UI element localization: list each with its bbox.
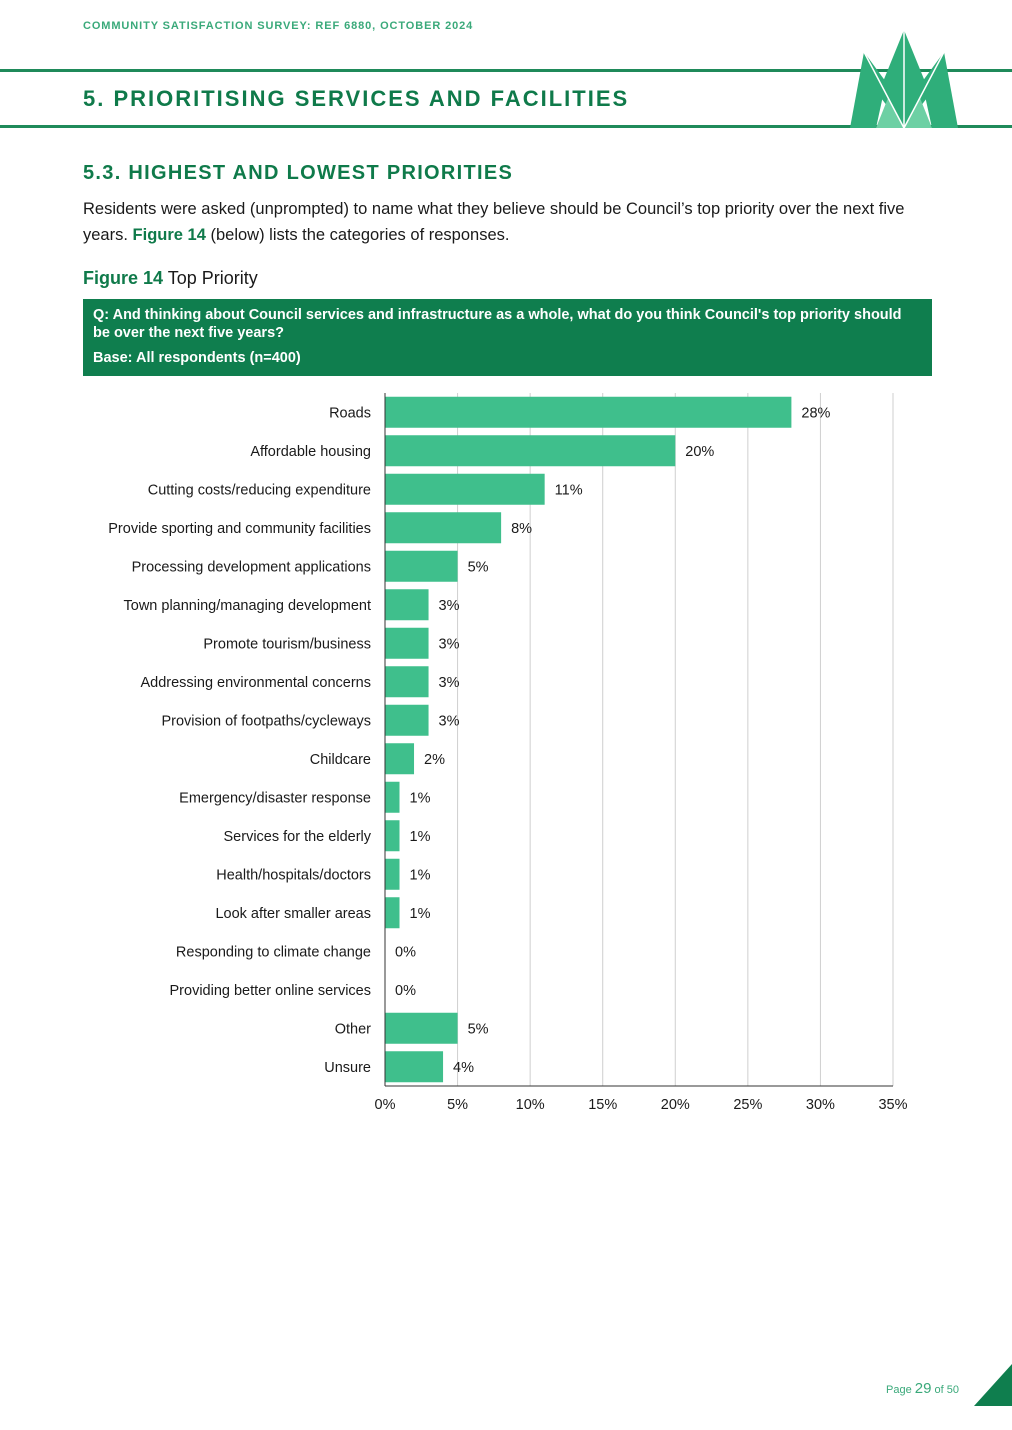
page-number: Page 29 of 50 — [886, 1380, 959, 1397]
category-label: Provision of footpaths/cycleways — [161, 713, 371, 729]
figure-label: Figure 14 — [83, 268, 164, 288]
bar — [385, 781, 400, 813]
category-label: Affordable housing — [250, 444, 371, 460]
category-label: Promote tourism/business — [203, 636, 371, 652]
value-label: 0% — [395, 944, 416, 960]
bar — [385, 666, 429, 698]
category-label: Roads — [329, 405, 371, 421]
value-label: 11% — [555, 482, 583, 498]
intro-text-1: Residents were asked (unprompted) to nam… — [83, 200, 905, 244]
x-tick-label: 15% — [588, 1097, 617, 1113]
x-tick-label: 20% — [661, 1097, 690, 1113]
x-tick-label: 5% — [447, 1097, 468, 1113]
category-label: Unsure — [324, 1060, 371, 1076]
bar — [385, 743, 415, 775]
category-label: Processing development applications — [132, 559, 371, 575]
category-label: Town planning/managing development — [124, 598, 371, 614]
category-label: Services for the elderly — [224, 829, 372, 845]
figure-caption: Figure 14 Top Priority — [83, 268, 258, 289]
value-label: 20% — [685, 444, 714, 460]
intro-text-2: (below) lists the categories of response… — [205, 226, 510, 244]
bar — [385, 704, 429, 736]
value-label: 8% — [511, 521, 532, 537]
value-label: 5% — [468, 559, 489, 575]
corner-triangle-icon — [974, 1364, 1012, 1406]
bar — [385, 396, 792, 428]
x-tick-label: 10% — [516, 1097, 545, 1113]
x-tick-label: 25% — [733, 1097, 762, 1113]
category-label: Providing better online services — [170, 983, 372, 999]
x-tick-label: 35% — [878, 1097, 907, 1113]
intro-paragraph: Residents were asked (unprompted) to nam… — [83, 196, 933, 248]
value-label: 4% — [453, 1060, 474, 1076]
leaf-logo-icon — [850, 30, 958, 129]
base-text: Base: All respondents (n=400) — [93, 350, 301, 366]
category-label: Other — [335, 1021, 371, 1037]
value-label: 1% — [410, 790, 431, 806]
page-current: 29 — [914, 1380, 932, 1397]
page-total: of 50 — [931, 1384, 959, 1396]
category-label: Health/hospitals/doctors — [216, 867, 371, 883]
question-box: Q: And thinking about Council services a… — [83, 299, 932, 376]
top-priority-bar-chart: Roads 28% Affordable housing 20% Cutting cos… — [108, 393, 908, 1113]
bar — [385, 858, 400, 890]
category-label: Addressing environmental concerns — [140, 675, 371, 691]
category-label: Emergency/disaster response — [179, 790, 371, 806]
figure-title: Top Priority — [163, 268, 258, 288]
intro-figure-ref: Figure 14 — [132, 226, 206, 244]
bar — [385, 589, 429, 621]
value-label: 1% — [410, 829, 431, 845]
category-label: Cutting costs/reducing expenditure — [148, 482, 371, 498]
bar — [385, 473, 545, 505]
subsection-title: 5.3. HIGHEST AND LOWEST PRIORITIES — [83, 162, 514, 184]
bar — [385, 512, 502, 544]
header-rule-top — [0, 69, 1012, 72]
section-title: 5. PRIORITISING SERVICES AND FACILITIES — [83, 86, 630, 111]
x-tick-label: 0% — [375, 1097, 396, 1113]
header-rule-bottom — [0, 125, 1012, 128]
category-label: Provide sporting and community facilitie… — [108, 521, 371, 537]
x-tick-label: 30% — [806, 1097, 835, 1113]
value-label: 3% — [439, 713, 460, 729]
page-prefix: Page — [886, 1384, 915, 1396]
value-label: 5% — [468, 1021, 489, 1037]
value-label: 2% — [424, 752, 445, 768]
value-label: 1% — [410, 867, 431, 883]
bar — [385, 550, 458, 582]
value-label: 3% — [439, 598, 460, 614]
category-label: Childcare — [310, 752, 371, 768]
question-text: Q: And thinking about Council services a… — [93, 307, 902, 341]
value-label: 0% — [395, 983, 416, 999]
category-label: Look after smaller areas — [215, 906, 371, 922]
bar — [385, 1012, 458, 1044]
value-label: 28% — [801, 405, 830, 421]
bar — [385, 1051, 444, 1083]
value-label: 1% — [410, 906, 431, 922]
bar — [385, 897, 400, 929]
value-label: 3% — [439, 675, 460, 691]
bar — [385, 435, 676, 467]
bar — [385, 627, 429, 659]
value-label: 3% — [439, 636, 460, 652]
running-head: COMMUNITY SATISFACTION SURVEY: REF 6880,… — [83, 20, 474, 32]
bar — [385, 820, 400, 852]
category-label: Responding to climate change — [176, 944, 371, 960]
